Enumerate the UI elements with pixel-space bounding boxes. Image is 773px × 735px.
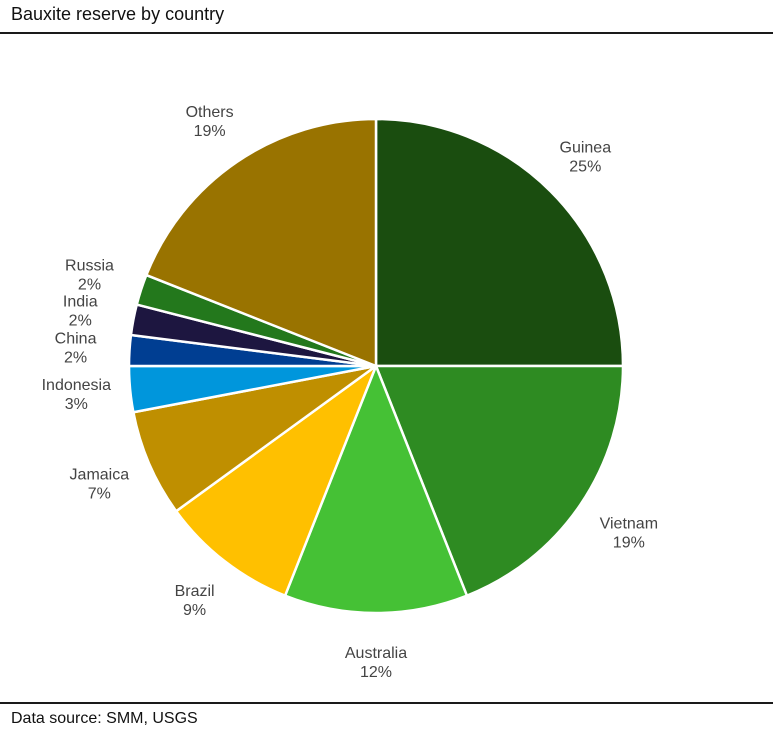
slice-percent-australia: 12% xyxy=(360,664,392,681)
pie-slice-jamaica xyxy=(132,364,378,513)
slice-percent-indonesia: 3% xyxy=(65,396,88,413)
slice-percent-china: 2% xyxy=(64,349,87,366)
pie-slice-vietnam xyxy=(374,364,625,597)
slice-percent-guinea: 25% xyxy=(569,159,601,176)
slice-label-australia: Australia xyxy=(345,645,407,662)
slice-label-vietnam: Vietnam xyxy=(600,515,658,532)
slice-label-brazil: Brazil xyxy=(175,583,215,600)
slice-percent-india: 2% xyxy=(69,313,92,330)
bottom-divider xyxy=(0,702,773,704)
slice-percent-jamaica: 7% xyxy=(88,486,111,503)
pie-slice-others xyxy=(145,117,378,368)
slice-label-indonesia: Indonesia xyxy=(42,377,111,394)
data-source-note: Data source: SMM, USGS xyxy=(11,710,198,727)
slice-label-guinea: Guinea xyxy=(560,140,612,157)
pie-slice-australia xyxy=(283,364,469,615)
pie-chart: Guinea 25% Vietnam 19% Australia 12% Brazil 9% J… xyxy=(42,104,658,681)
slice-label-india: India xyxy=(63,294,98,311)
pie-slice-guinea xyxy=(374,117,625,368)
slice-label-jamaica: Jamaica xyxy=(70,467,130,484)
top-divider xyxy=(0,32,773,34)
slice-percent-vietnam: 19% xyxy=(613,534,645,551)
pie-slice-brazil xyxy=(174,364,378,597)
chart-title: Bauxite reserve by country xyxy=(11,4,225,24)
slice-percent-russia: 2% xyxy=(78,277,101,294)
slice-label-russia: Russia xyxy=(65,258,114,275)
slice-label-others: Others xyxy=(186,104,234,121)
slice-percent-others: 19% xyxy=(194,123,226,140)
slice-percent-brazil: 9% xyxy=(183,602,206,619)
slice-label-china: China xyxy=(55,330,97,347)
